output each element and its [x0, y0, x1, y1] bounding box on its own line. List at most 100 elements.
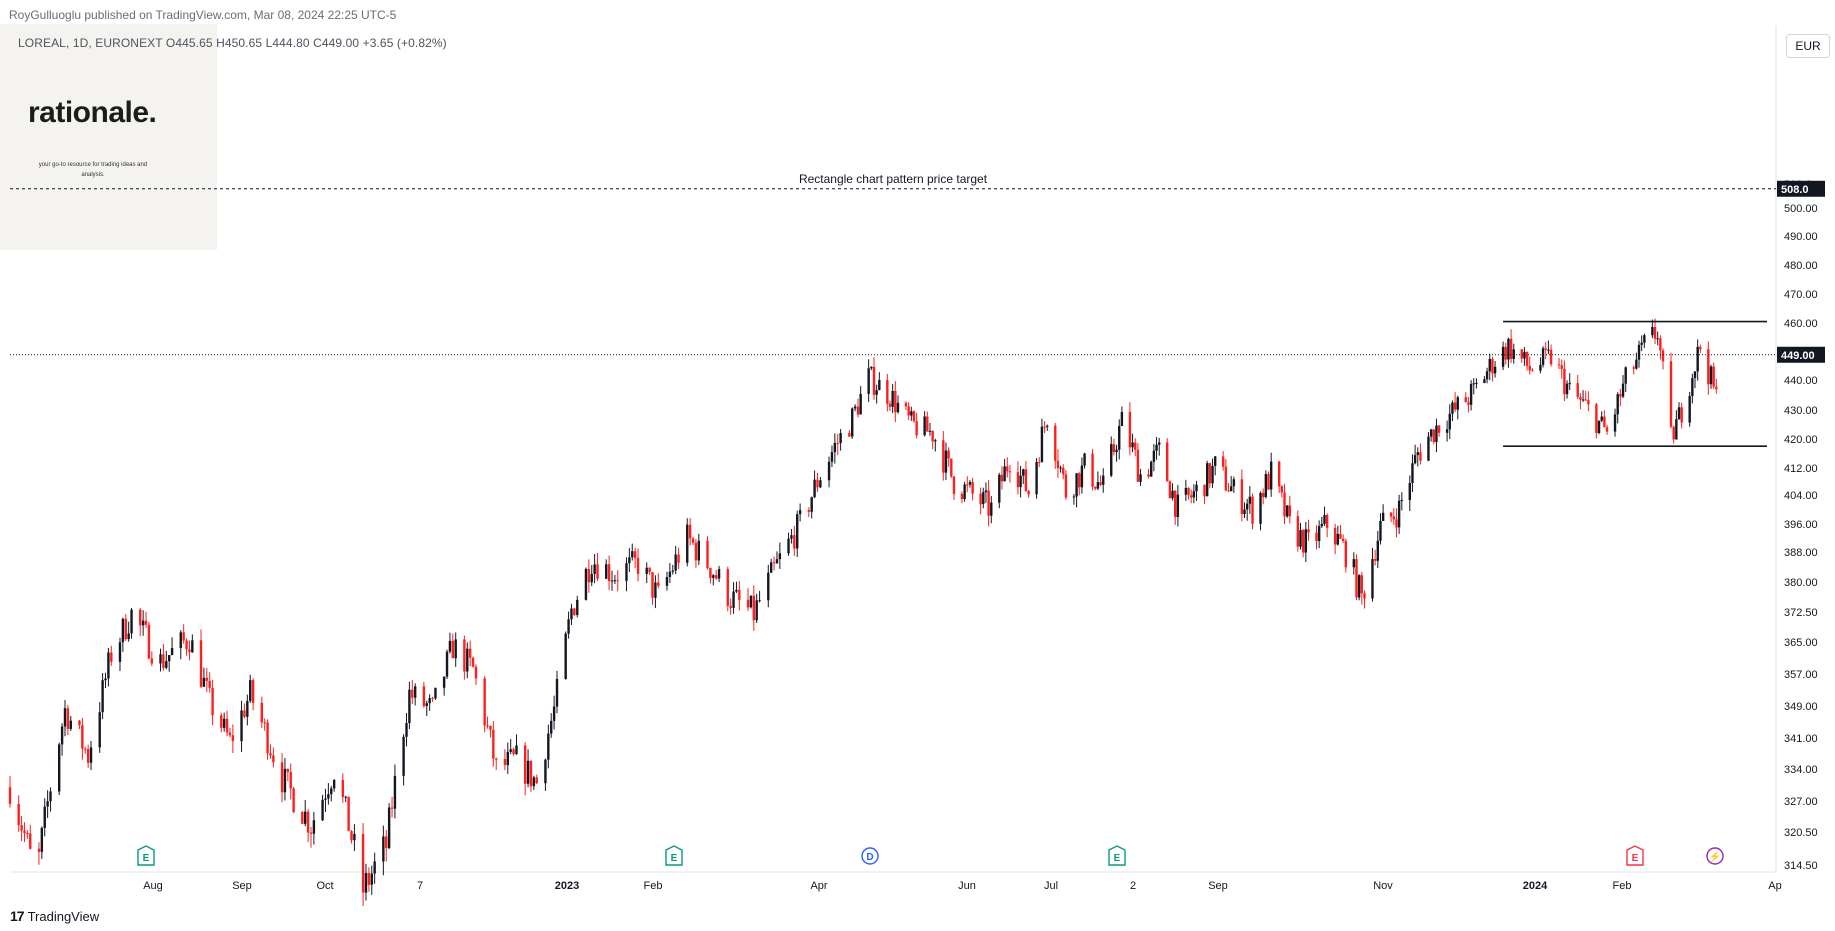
candle-body — [495, 758, 498, 760]
candle-body — [1475, 382, 1478, 384]
candle-body — [790, 535, 793, 539]
candle-body — [735, 589, 738, 592]
candle-body — [1416, 452, 1419, 456]
candle-body — [110, 652, 113, 662]
candle-body — [931, 430, 934, 442]
candle-body — [1675, 419, 1678, 440]
candle-body — [1595, 404, 1598, 433]
candle-body — [1632, 367, 1635, 369]
candle-body — [66, 708, 70, 729]
candle-body — [856, 406, 860, 415]
earnings-marker[interactable] — [1626, 845, 1644, 866]
candle-body — [240, 710, 243, 742]
candle-body — [1565, 383, 1569, 395]
candle-body — [390, 807, 394, 809]
candle-body — [1043, 426, 1046, 428]
candle-body — [26, 833, 29, 835]
candle-body — [870, 366, 873, 369]
candle-body — [605, 564, 608, 579]
candle-body — [625, 563, 628, 581]
price-target-badge — [1777, 180, 1825, 197]
candle-body — [1072, 496, 1076, 498]
candle-body — [1008, 471, 1012, 473]
earnings-marker[interactable] — [137, 845, 155, 866]
candle-body — [286, 768, 290, 773]
candle-body — [1605, 427, 1609, 432]
candle-body — [686, 524, 689, 563]
candle-body — [1557, 364, 1561, 366]
candle-body — [1174, 490, 1177, 517]
candle-body — [81, 725, 84, 749]
candle-body — [631, 551, 634, 558]
candle-body — [1315, 532, 1318, 542]
candle-body — [367, 873, 371, 885]
price-tick-label: 420.00 — [1784, 434, 1818, 446]
candle-body — [1096, 482, 1100, 489]
candle-body — [1691, 378, 1694, 397]
candle-body — [489, 726, 492, 730]
candle-body — [434, 687, 437, 699]
candle-body — [894, 390, 897, 413]
earnings-marker[interactable] — [665, 845, 683, 866]
candle-body — [1128, 412, 1132, 448]
candle-body — [1102, 475, 1105, 485]
candle-body — [188, 649, 191, 653]
candle-body — [40, 827, 44, 852]
candle-body — [1259, 492, 1262, 524]
candle-body — [382, 836, 385, 862]
split-marker[interactable] — [1706, 847, 1724, 865]
candle-body — [1464, 397, 1467, 403]
candle-body — [807, 510, 810, 512]
candle-body — [915, 421, 918, 436]
candle-body — [1339, 533, 1342, 539]
logo-panel: rationale. your go-to resource for tradi… — [0, 24, 217, 250]
currency-button[interactable]: EUR — [1786, 34, 1830, 58]
candle-body — [1659, 338, 1662, 351]
time-tick-label: 2 — [1130, 880, 1136, 892]
candle-body — [1419, 452, 1422, 461]
candle-body — [280, 762, 284, 793]
candle-body — [1507, 338, 1510, 360]
price-tick-label: 470.00 — [1784, 289, 1818, 301]
candle-body — [1285, 505, 1289, 517]
candle-body — [199, 640, 203, 687]
candle-body — [402, 736, 405, 776]
candle-body — [547, 733, 550, 760]
candle-body — [364, 873, 368, 893]
candle-body — [1317, 526, 1321, 542]
candle-body — [344, 796, 347, 798]
candle-body — [1544, 348, 1547, 350]
candle-body — [907, 406, 910, 416]
candle-body — [1392, 516, 1395, 520]
candle-body — [1539, 364, 1542, 371]
candle-body — [726, 569, 729, 606]
candle-body — [1205, 463, 1209, 497]
candle-body — [1304, 529, 1308, 553]
candle-body — [833, 442, 837, 453]
dividend-marker[interactable] — [861, 847, 879, 865]
tradingview-footer[interactable]: 17 TradingView — [10, 908, 99, 924]
candle-body — [1056, 460, 1060, 469]
candle-body — [1261, 492, 1265, 498]
event-marker-label: E — [1632, 853, 1639, 864]
candle-body — [904, 402, 908, 407]
candle-body — [1208, 463, 1212, 484]
candle-body — [208, 680, 211, 688]
event-marker-label: E — [1114, 853, 1121, 864]
price-tick-label: 412.00 — [1784, 463, 1818, 475]
candle-body — [387, 807, 391, 849]
candle-body — [775, 559, 779, 564]
candle-body — [385, 836, 388, 849]
candle-body — [69, 720, 72, 729]
candle-body — [1437, 425, 1441, 433]
candle-body — [813, 479, 816, 498]
candle-body — [370, 873, 373, 885]
candle-body — [1195, 484, 1198, 492]
earnings-marker[interactable] — [1108, 845, 1126, 866]
candle-body — [1568, 383, 1571, 385]
candle-body — [353, 833, 356, 841]
candle-body — [350, 831, 353, 841]
candle-body — [43, 806, 46, 828]
